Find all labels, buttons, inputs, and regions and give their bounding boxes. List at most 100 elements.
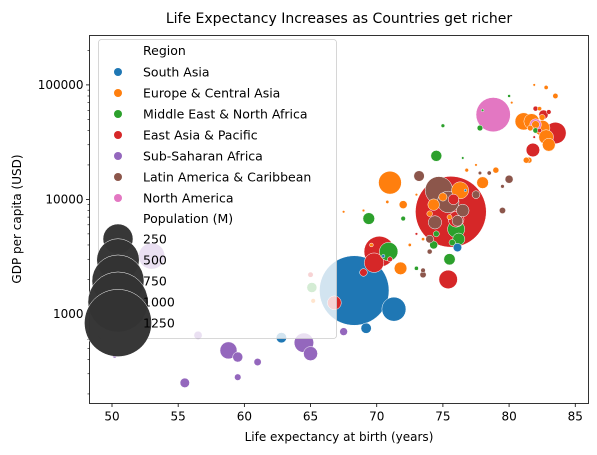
data-point (447, 193, 460, 205)
data-point (400, 215, 406, 222)
x-axis-title: Life expectancy at birth (years) (245, 430, 434, 444)
data-point (499, 207, 506, 214)
data-point (500, 184, 505, 189)
x-axis: 50 55 60 65 70 75 80 85 (104, 403, 583, 424)
x-tick-label: 65 (303, 410, 318, 424)
data-point (476, 124, 484, 132)
data-point (446, 214, 453, 220)
data-point (475, 97, 511, 133)
data-point (543, 85, 549, 90)
data-point (440, 123, 446, 128)
data-point (420, 267, 426, 273)
legend-region-marker (114, 89, 122, 97)
data-point (537, 106, 542, 112)
legend-size-label: 500 (143, 253, 167, 268)
legend-region-label: Latin America & Caribbean (143, 170, 311, 185)
data-point (481, 108, 485, 112)
data-point (385, 200, 390, 204)
data-point (471, 190, 481, 199)
data-point (492, 166, 500, 174)
data-point (427, 198, 440, 211)
data-point (476, 176, 489, 189)
x-tick-label: 85 (568, 410, 583, 424)
legend-size-label: 1000 (143, 295, 175, 310)
data-point (413, 170, 425, 182)
data-point (433, 230, 440, 238)
legend-size-label: 750 (143, 274, 167, 289)
data-point (381, 296, 407, 322)
data-point (461, 156, 465, 160)
data-point (426, 210, 433, 217)
x-tick-label: 70 (369, 410, 384, 424)
legend-region-marker (114, 131, 122, 139)
legend-box (98, 39, 337, 339)
data-point (429, 240, 438, 250)
data-point (364, 252, 385, 273)
legend-region-marker (114, 152, 122, 160)
data-point (425, 234, 434, 244)
data-point (414, 266, 419, 271)
legend-region-marker (114, 68, 122, 76)
data-point (303, 346, 318, 361)
data-point (426, 248, 433, 255)
data-point (546, 109, 552, 115)
x-tick-label: 60 (237, 410, 252, 424)
legend-region-label: Sub-Saharan Africa (143, 149, 263, 164)
legend-region-label: Europe & Central Asia (143, 86, 280, 101)
chart-title: Life Expectancy Increases as Countries g… (166, 11, 513, 27)
data-point (342, 210, 346, 214)
data-point (456, 203, 470, 218)
data-point (523, 156, 530, 164)
plot-frame (89, 35, 589, 404)
x-tick-label: 55 (171, 410, 186, 424)
x-tick-label: 50 (104, 410, 119, 424)
data-point (537, 128, 542, 133)
data-point (448, 239, 456, 246)
data-point (232, 351, 244, 363)
y-axis: 1000 10000 100000 (38, 50, 90, 395)
data-point (414, 193, 418, 197)
data-point (486, 170, 492, 176)
data-point (525, 142, 540, 158)
data-point (527, 124, 534, 132)
data-point (381, 254, 386, 258)
legend-region-label: East Asia & Pacific (143, 128, 258, 143)
data-point (387, 256, 393, 263)
data-point (451, 215, 464, 227)
data-point (360, 322, 372, 334)
data-point (421, 237, 425, 242)
legend-region-label: North America (143, 191, 234, 206)
data-point (463, 188, 467, 192)
legend-size-marker (84, 289, 152, 357)
data-point (407, 243, 412, 247)
y-tick-label: 100000 (38, 78, 84, 92)
data-point (552, 93, 559, 99)
data-point (538, 114, 546, 121)
legend-region-label: South Asia (143, 65, 210, 80)
data-point (179, 377, 190, 388)
data-point (369, 242, 374, 248)
legend-region-title: Region (143, 43, 186, 58)
legend-region-marker (114, 194, 122, 202)
legend-region-label: Middle East & North Africa (143, 107, 308, 122)
legend-population-title: Population (M) (143, 211, 233, 226)
legend-size-label: 1250 (143, 316, 175, 331)
legend-size-label: 250 (143, 232, 167, 247)
y-tick-label: 1000 (53, 307, 84, 321)
data-point (359, 268, 368, 277)
data-point (362, 212, 375, 225)
x-tick-label: 75 (435, 410, 450, 424)
data-point (443, 253, 456, 266)
data-point (394, 261, 408, 275)
data-point (438, 269, 458, 289)
data-point (507, 94, 511, 98)
legend-region-marker (114, 173, 122, 181)
data-point (414, 232, 418, 236)
data-point (438, 192, 448, 202)
data-point (430, 150, 443, 162)
data-point (339, 327, 348, 336)
legend-region-marker (114, 110, 122, 118)
legend: Region South Asia Europe & Central Asia Mi… (84, 39, 337, 357)
data-point (532, 135, 536, 139)
